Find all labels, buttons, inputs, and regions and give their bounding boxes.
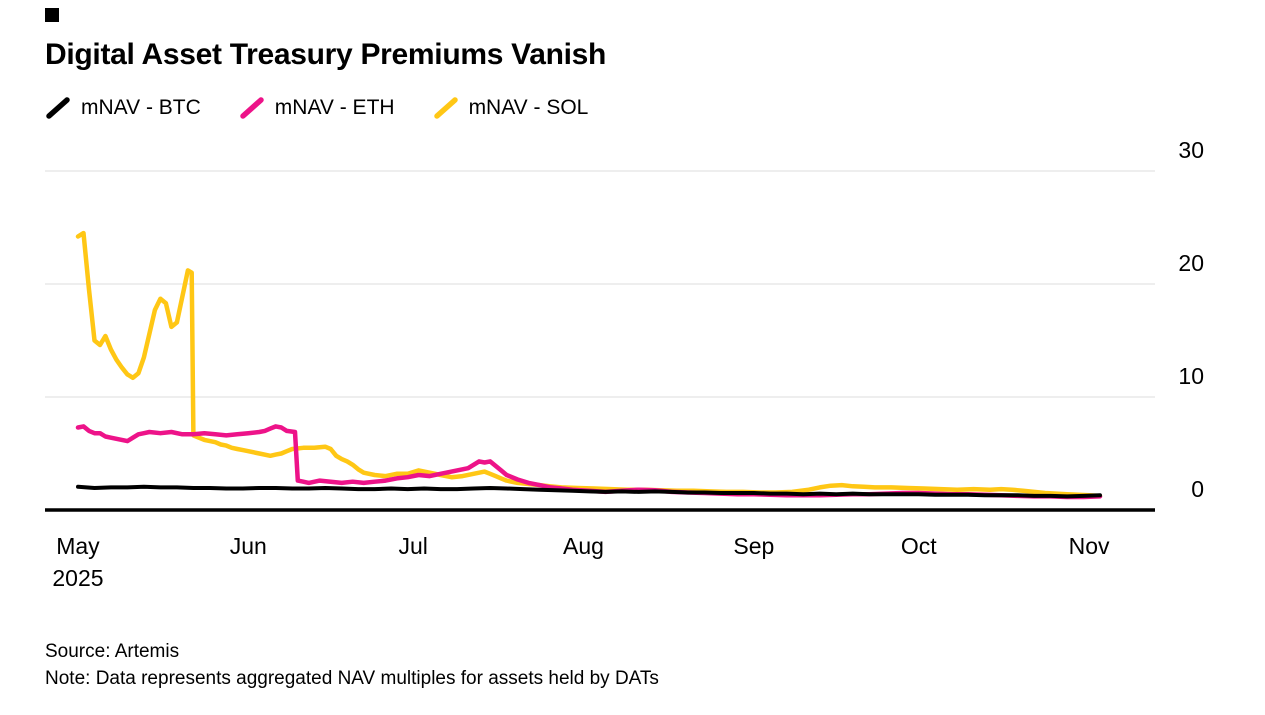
chart-title: Digital Asset Treasury Premiums Vanish: [45, 38, 607, 71]
x-axis-label: Aug: [563, 533, 604, 559]
y-axis-label: 0: [1191, 476, 1204, 502]
y-axis-label: 10: [1178, 363, 1204, 389]
legend: mNAV - BTC mNAV - ETH mNAV - SOL: [45, 95, 588, 121]
x-axis-label: Oct: [901, 533, 937, 559]
x-axis-year-label: 2025: [52, 565, 103, 591]
legend-swatch-icon: [240, 97, 264, 119]
series-line-btc: [76, 484, 1102, 499]
y-axis-label: 30: [1178, 137, 1204, 163]
x-axis-label: Sep: [733, 533, 774, 559]
series-line-sol: [75, 230, 1103, 499]
logo-square: [45, 8, 59, 22]
legend-label: mNAV - BTC: [81, 96, 201, 119]
chart-footer: Source: Artemis Note: Data represents ag…: [45, 638, 659, 692]
note-text: Note: Data represents aggregated NAV mul…: [45, 668, 659, 689]
legend-swatch-icon: [46, 97, 70, 119]
line-chart: 0 10 20 30 May Jun Jul Aug Sep Oct Nov 2025: [45, 137, 1204, 591]
legend-item-eth: mNAV - ETH: [239, 95, 395, 121]
x-axis-label: Jun: [230, 533, 267, 559]
legend-swatch-icon: [433, 97, 458, 119]
x-axis-label: May: [56, 533, 100, 559]
source-text: Source: Artemis: [45, 641, 180, 662]
legend-label: mNAV - ETH: [274, 96, 395, 119]
x-axis-label: Nov: [1069, 533, 1110, 559]
y-axis-label: 20: [1178, 250, 1204, 276]
x-axis-label: Jul: [398, 533, 427, 559]
legend-item-sol: mNAV - SOL: [433, 95, 589, 121]
legend-item-btc: mNAV - BTC: [45, 95, 201, 121]
legend-label: mNAV - SOL: [468, 96, 589, 119]
